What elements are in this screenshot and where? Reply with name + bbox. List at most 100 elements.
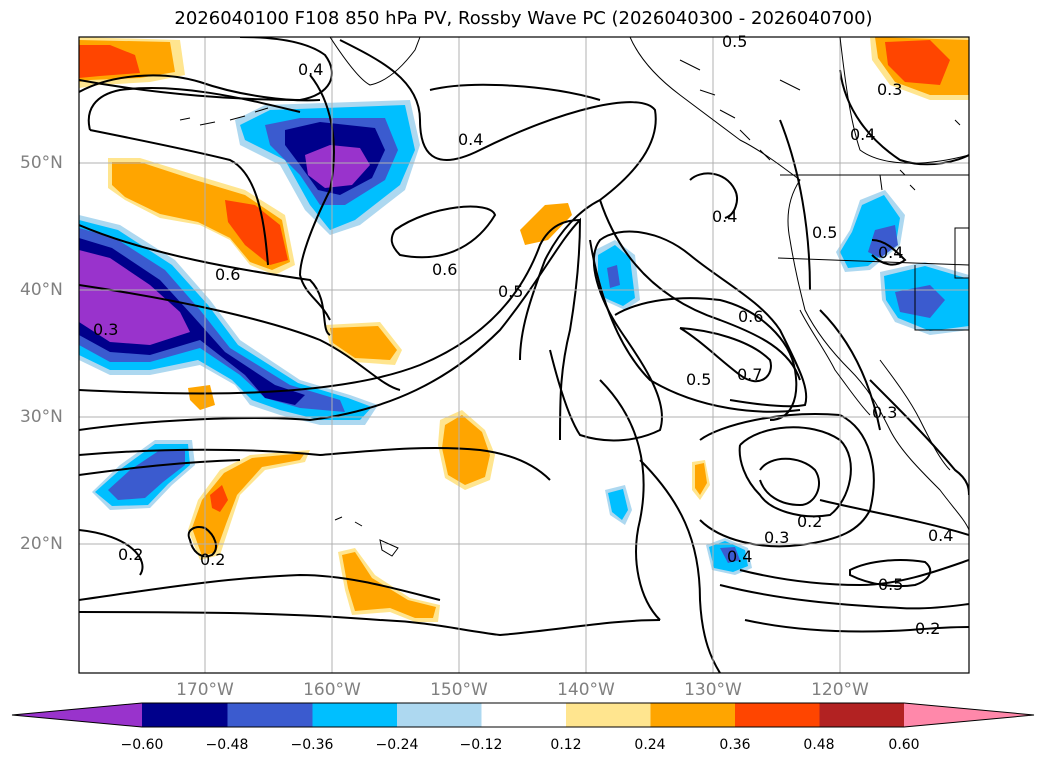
contour-label: 0.5 <box>722 32 747 51</box>
contour-line <box>739 559 969 587</box>
colorbar-outline <box>11 702 1035 728</box>
colorbar-tick-label: −0.24 <box>375 737 419 753</box>
contour-line <box>429 83 601 101</box>
pv-positive-region <box>520 203 572 245</box>
coastline-north-america <box>629 37 969 531</box>
contour-label: 0.4 <box>878 243 903 262</box>
lon-label: 120°W <box>811 680 869 700</box>
lakes <box>879 119 961 191</box>
contour-line <box>187 526 217 558</box>
contour-label: 0.2 <box>797 512 822 531</box>
contour-line <box>79 611 661 637</box>
lon-label: 170°W <box>176 680 234 700</box>
lon-label: 160°W <box>303 680 361 700</box>
pv-positive-region <box>695 463 707 495</box>
contour-line <box>79 446 551 481</box>
hawaiian-islands <box>334 516 399 557</box>
map-title: 2026040100 F108 850 hPa PV, Rossby Wave … <box>174 8 873 29</box>
colorbar-bin <box>566 703 651 727</box>
contour-label: 0.3 <box>93 320 118 339</box>
contour-label: 0.5 <box>498 282 523 301</box>
colorbar-extend-max <box>904 703 1034 727</box>
contour-line <box>549 230 808 442</box>
contour-line <box>79 459 241 476</box>
pv-positive-region <box>188 385 215 410</box>
contour-label-group: 0.5 0.4 0.4 0.3 0.4 0.5 0.4 0.6 0.6 0.5 … <box>93 32 953 638</box>
pv-negative-region <box>608 489 628 520</box>
colorbar-tick-label: 0.12 <box>550 737 582 753</box>
colorbar-bin <box>819 703 904 727</box>
contour-label: 0.3 <box>877 80 902 99</box>
contour-line <box>819 499 969 536</box>
lat-label: 50°N <box>20 153 63 173</box>
contour-label: 0.3 <box>764 528 789 547</box>
contour-line <box>719 584 969 610</box>
contour-line <box>79 217 582 441</box>
lat-label: 20°N <box>20 534 63 554</box>
contour-label: 0.2 <box>915 619 940 638</box>
contour-line <box>869 379 969 496</box>
colorbar-bin <box>312 703 397 727</box>
colorbar-tick-label: 0.36 <box>719 737 751 753</box>
baja-coast <box>799 309 871 416</box>
colorbar-bin <box>227 703 313 727</box>
contour-line <box>87 87 301 131</box>
contour-label: 0.6 <box>738 307 763 326</box>
contour-label: 0.3 <box>872 403 897 422</box>
colorbar-bin <box>142 703 228 727</box>
contour-label: 0.5 <box>812 223 837 242</box>
pv-negative-region <box>895 285 945 318</box>
aleutian-islands <box>179 107 269 126</box>
contour-line <box>738 426 852 518</box>
colorbar-tick-label: −0.60 <box>120 737 164 753</box>
contour-line <box>79 573 441 601</box>
contour-line <box>589 239 801 413</box>
contour-line <box>79 284 401 391</box>
contour-line <box>599 199 801 381</box>
pv-positive-region <box>192 453 305 556</box>
contour-line <box>689 172 738 219</box>
pv-positive-region <box>225 200 288 265</box>
contour-line <box>79 74 321 102</box>
contour-label: 0.2 <box>118 545 143 564</box>
contour-line <box>849 559 932 588</box>
colorbar-extend-min <box>12 703 142 727</box>
contour-label: 0.4 <box>928 526 953 545</box>
colorbar-tick-label: 0.48 <box>803 737 835 753</box>
colorbar <box>11 702 1035 728</box>
contour-line <box>89 129 269 266</box>
contour-line <box>819 309 881 431</box>
contour-line <box>614 297 798 421</box>
lon-label: 140°W <box>557 680 615 700</box>
contour-line <box>779 119 811 291</box>
pv-negative-region <box>79 250 190 345</box>
pv-negative-region <box>305 145 370 188</box>
colorbar-bin <box>481 703 566 727</box>
contour-label: 0.7 <box>737 365 762 384</box>
contour-line <box>339 39 657 361</box>
pv-positive-region <box>330 326 397 360</box>
pv-positive-region <box>885 40 950 85</box>
political-borders <box>777 174 969 331</box>
lon-label: 130°W <box>684 680 742 700</box>
graticule <box>79 37 969 673</box>
coastlines <box>179 37 969 557</box>
pv-positive-region <box>210 485 228 512</box>
gulf-coast <box>879 359 951 471</box>
alaska-panhandle-islands <box>679 59 801 161</box>
colorbar-bin <box>735 703 820 727</box>
contour-line <box>759 457 820 507</box>
contour-label: 0.4 <box>298 60 323 79</box>
contour-label: 0.4 <box>712 207 737 226</box>
contour-line <box>79 224 331 336</box>
contour-label: 0.4 <box>850 125 875 144</box>
contour-line <box>79 219 581 395</box>
contour-line <box>744 619 969 633</box>
lat-label: 30°N <box>20 407 63 427</box>
pv-positive-region <box>442 415 490 485</box>
colorbar-tick-label: 0.60 <box>888 737 920 753</box>
colorbar-tick-label: −0.36 <box>290 737 334 753</box>
pv-negative-region <box>108 450 185 500</box>
colorbar-tick-label: −0.12 <box>459 737 503 753</box>
